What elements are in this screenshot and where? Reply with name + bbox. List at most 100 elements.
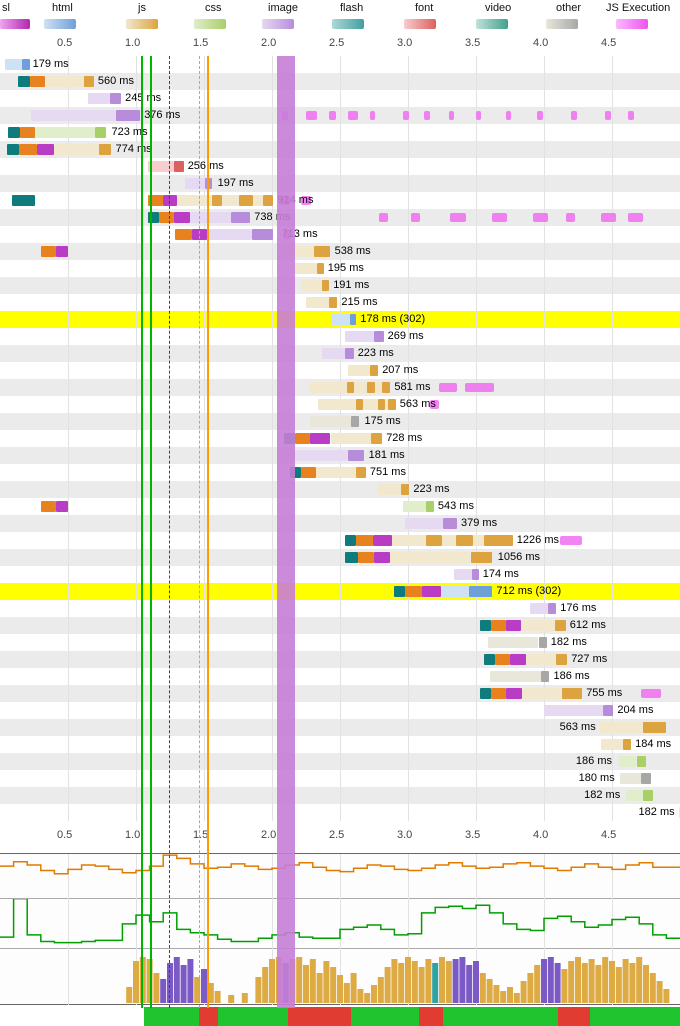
request-bar-segment-w bbox=[678, 807, 680, 818]
request-time-label: 184 ms bbox=[635, 738, 672, 750]
waterfall-row[interactable]: 184 ms bbox=[0, 736, 680, 753]
request-bar-segment-d bbox=[556, 654, 568, 665]
request-time-label: 738 ms bbox=[254, 211, 291, 223]
waterfall-row[interactable]: 175 ms bbox=[0, 413, 680, 430]
request-bar-segment-dns bbox=[148, 212, 160, 223]
waterfall-row[interactable]: 379 ms bbox=[0, 515, 680, 532]
waterfall-row[interactable]: 538 ms bbox=[0, 243, 680, 260]
waterfall-row[interactable]: 738 ms bbox=[0, 209, 680, 226]
bandwidth-in-plot bbox=[0, 899, 680, 944]
request-bar-segment-d bbox=[554, 620, 566, 631]
js-execution-mark bbox=[450, 213, 467, 222]
gridline bbox=[136, 56, 137, 821]
waterfall-row[interactable]: 182 ms bbox=[0, 634, 680, 651]
waterfall-row[interactable]: 179 ms bbox=[0, 56, 680, 73]
waterfall-row[interactable]: 195 ms bbox=[0, 260, 680, 277]
axis-tick-label: 2.0 bbox=[261, 829, 277, 841]
request-bar-segment-w bbox=[221, 195, 240, 206]
request-bar-segment-w bbox=[306, 297, 330, 308]
request-bar-segment-w bbox=[391, 535, 426, 546]
waterfall-row[interactable]: 774 ms bbox=[0, 141, 680, 158]
waterfall-row[interactable]: 178 ms (302) bbox=[0, 311, 680, 328]
request-bar-segment-ssl bbox=[163, 195, 177, 206]
waterfall: 179 ms 560 ms 245 ms 376 ms 723 ms 774 ms 256 … bbox=[0, 56, 680, 821]
gridline bbox=[68, 899, 69, 949]
request-bar-segment-d bbox=[387, 399, 396, 410]
waterfall-row[interactable]: 581 ms bbox=[0, 379, 680, 396]
request-bar-segment-d bbox=[643, 790, 653, 801]
waterfall-row[interactable]: 204 ms bbox=[0, 702, 680, 719]
waterfall-row[interactable]: 182 ms bbox=[0, 787, 680, 804]
request-bar-segment-w bbox=[348, 365, 370, 376]
axis-tick-label: 3.0 bbox=[397, 37, 413, 49]
request-time-label: 178 ms (302) bbox=[360, 313, 426, 325]
request-bar-segment-w bbox=[353, 382, 368, 393]
waterfall-row[interactable]: 186 ms bbox=[0, 753, 680, 770]
request-bar-segment-d bbox=[622, 739, 632, 750]
waterfall-row[interactable]: 376 ms bbox=[0, 107, 680, 124]
legend-swatch-font bbox=[404, 19, 436, 29]
request-bar-segment-w bbox=[544, 705, 603, 716]
gridline bbox=[204, 56, 205, 821]
waterfall-row[interactable]: 543 ms bbox=[0, 498, 680, 515]
waterfall-row[interactable]: 182 ms bbox=[0, 804, 680, 821]
legend-label-html: html bbox=[52, 2, 73, 14]
request-bar-segment-d bbox=[455, 535, 474, 546]
waterfall-row[interactable]: 563 ms bbox=[0, 396, 680, 413]
waterfall-row[interactable]: 712 ms (302) bbox=[0, 583, 680, 600]
request-bar-segment-ssl bbox=[55, 246, 68, 257]
waterfall-row[interactable]: 560 ms bbox=[0, 73, 680, 90]
request-bar-segment-dns bbox=[345, 535, 357, 546]
time-axis-bottom: 0.5 1.0 1.5 2.0 2.5 3.0 3.5 4.0 4.5 bbox=[0, 821, 680, 851]
waterfall-row[interactable]: 223 ms bbox=[0, 481, 680, 498]
waterfall-row[interactable]: 755 ms bbox=[0, 685, 680, 702]
js-execution-mark bbox=[601, 213, 617, 222]
waterfall-row[interactable]: 186 ms bbox=[0, 668, 680, 685]
waterfall-row[interactable]: 727 ms bbox=[0, 651, 680, 668]
blocked-segment bbox=[288, 1007, 351, 1026]
request-time-label: 182 ms bbox=[638, 806, 675, 818]
waterfall-row[interactable]: 207 ms bbox=[0, 362, 680, 379]
waterfall-row[interactable]: 223 ms bbox=[0, 345, 680, 362]
waterfall-row[interactable]: 256 ms bbox=[0, 158, 680, 175]
request-time-label: 245 ms bbox=[125, 92, 162, 104]
js-execution-mark bbox=[348, 111, 358, 120]
waterfall-row[interactable]: 174 ms bbox=[0, 566, 680, 583]
request-bar-segment-w bbox=[322, 348, 346, 359]
request-bar-segment-dns bbox=[480, 620, 491, 631]
gridline bbox=[544, 854, 545, 900]
waterfall-row[interactable]: 1226 ms bbox=[0, 532, 680, 549]
waterfall-row[interactable]: 197 ms bbox=[0, 175, 680, 192]
waterfall-row[interactable]: 180 ms bbox=[0, 770, 680, 787]
waterfall-row[interactable]: 751 ms bbox=[0, 464, 680, 481]
waterfall-row[interactable]: 1056 ms bbox=[0, 549, 680, 566]
gridline bbox=[476, 56, 477, 821]
waterfall-row[interactable]: 723 ms bbox=[0, 124, 680, 141]
waterfall-row[interactable]: 245 ms bbox=[0, 90, 680, 107]
request-bar-segment-d bbox=[231, 212, 251, 223]
legend: sl html js css image flash font video other JS Ex… bbox=[0, 0, 680, 32]
request-bar-segment-w bbox=[318, 399, 357, 410]
request-bar-segment-ssl bbox=[174, 212, 191, 223]
request-bar-segment-connect bbox=[491, 688, 506, 699]
request-bar-segment-connect bbox=[495, 654, 510, 665]
request-bar-segment-dns bbox=[480, 688, 491, 699]
gridline bbox=[272, 899, 273, 949]
legend-swatch-html bbox=[44, 19, 76, 29]
request-bar-segment-d bbox=[469, 586, 493, 597]
waterfall-row[interactable]: 728 ms bbox=[0, 430, 680, 447]
waterfall-row[interactable]: 191 ms bbox=[0, 277, 680, 294]
waterfall-row[interactable]: 563 ms bbox=[0, 719, 680, 736]
waterfall-row[interactable]: 269 ms bbox=[0, 328, 680, 345]
axis-tick-label: 4.5 bbox=[601, 829, 617, 841]
waterfall-row[interactable]: 713 ms bbox=[0, 226, 680, 243]
waterfall-row[interactable]: 181 ms bbox=[0, 447, 680, 464]
waterfall-row[interactable]: 612 ms bbox=[0, 617, 680, 634]
waterfall-row[interactable]: 914 ms bbox=[0, 192, 680, 209]
request-time-label: 581 ms bbox=[394, 381, 431, 393]
waterfall-row[interactable]: 176 ms bbox=[0, 600, 680, 617]
request-bar-segment-ssl bbox=[191, 229, 207, 240]
request-time-label: 215 ms bbox=[341, 296, 378, 308]
request-bar-segment-dns bbox=[284, 433, 296, 444]
waterfall-row[interactable]: 215 ms bbox=[0, 294, 680, 311]
